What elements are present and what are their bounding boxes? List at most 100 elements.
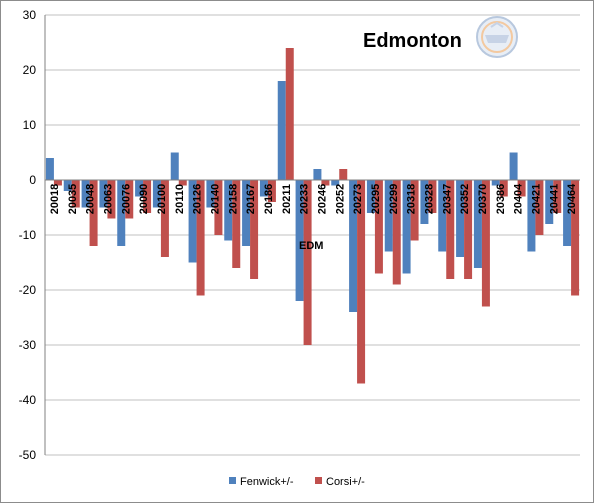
- gridlines: [44, 14, 580, 456]
- corsi-bar: [178, 180, 187, 186]
- corsi-bar: [160, 180, 169, 257]
- category-label: 20246: [316, 184, 328, 215]
- fenwick-bar: [331, 180, 340, 186]
- corsi-bar: [53, 180, 62, 186]
- fenwick-bar: [224, 180, 233, 241]
- fenwick-bar: [420, 180, 429, 224]
- fenwick-bar: [545, 180, 554, 224]
- y-tick-label: 0: [29, 173, 36, 187]
- fenwick-bar: [135, 180, 144, 197]
- corsi-bar: [481, 180, 490, 307]
- fenwick-bar: [563, 180, 572, 246]
- corsi-bar: [107, 180, 116, 219]
- fenwick-bar: [45, 158, 54, 180]
- category-label: 20076: [120, 184, 132, 215]
- category-label: 20352: [459, 184, 471, 215]
- fenwick-bar: [99, 180, 108, 208]
- corsi-bar: [499, 180, 508, 197]
- category-label: 20252: [334, 184, 346, 215]
- category-label: 20318: [406, 184, 418, 215]
- corsi-bar: [267, 180, 276, 202]
- fenwick-bar: [188, 180, 197, 263]
- fenwick-bar: [456, 180, 465, 257]
- category-label: 20328: [423, 184, 435, 215]
- category-label: 20035: [67, 184, 79, 215]
- y-tick-label: 30: [23, 8, 37, 22]
- fenwick-bar: [63, 180, 72, 191]
- fenwick-bar: [206, 180, 215, 208]
- corsi-bar: [303, 180, 312, 345]
- category-label: 20140: [209, 184, 221, 215]
- y-axis-ticks: 30 20 10 0 -10 -20 -30 -40 -50: [19, 8, 37, 462]
- corsi-bar: [250, 180, 259, 279]
- category-label: 20347: [441, 184, 453, 215]
- legend-swatch-corsi: [315, 477, 322, 484]
- fenwick-bar: [313, 169, 322, 180]
- corsi-bar: [392, 180, 401, 285]
- fenwick-bar: [349, 180, 358, 312]
- y-tick-label: -50: [19, 448, 37, 462]
- corsi-bar: [410, 180, 419, 241]
- oilers-logo: [476, 16, 518, 58]
- fenwick-bar: [509, 152, 518, 180]
- category-label: 20233: [299, 184, 311, 215]
- fenwick-bar: [491, 180, 500, 186]
- corsi-bar: [196, 180, 205, 296]
- corsi-bar: [428, 180, 437, 213]
- fenwick-bar: [170, 152, 179, 180]
- corsi-bar: [89, 180, 98, 246]
- corsi-bar: [446, 180, 455, 279]
- y-tick-label: -30: [19, 338, 37, 352]
- corsi-bar: [125, 180, 134, 219]
- corsi-bar: [232, 180, 241, 268]
- y-tick-label: -10: [19, 228, 37, 242]
- category-label: 20211: [281, 184, 293, 214]
- corsi-bar: [374, 180, 383, 274]
- category-label: 20299: [388, 184, 400, 215]
- category-label: 20090: [138, 184, 150, 215]
- fenwick-bar: [117, 180, 126, 246]
- corsi-bar: [71, 180, 80, 208]
- fenwick-bar: [242, 180, 251, 246]
- corsi-bar: [517, 180, 526, 197]
- category-label: 20048: [85, 184, 97, 215]
- corsi-bar: [571, 180, 580, 296]
- legend: Fenwick+/- Corsi+/-: [229, 476, 365, 488]
- y-tick-label: -40: [19, 393, 37, 407]
- category-label: 20273: [352, 184, 364, 215]
- fenwick-bar: [384, 180, 393, 252]
- category-label: 20126: [192, 184, 204, 215]
- corsi-bar: [214, 180, 223, 235]
- corsi-bar: [143, 180, 152, 213]
- category-label: 20018: [49, 184, 61, 215]
- chart-title: Edmonton: [363, 30, 462, 52]
- y-tick-label: 20: [23, 63, 37, 77]
- corsi-bar: [339, 169, 348, 180]
- fenwick-bar: [438, 180, 447, 252]
- category-label: 20386: [495, 184, 507, 215]
- bars: [45, 48, 580, 384]
- fenwick-bar: [81, 180, 90, 208]
- fenwick-bar: [259, 180, 268, 197]
- y-tick-label: -20: [19, 283, 37, 297]
- category-label: 20186: [263, 184, 275, 215]
- category-label: 20295: [370, 184, 382, 215]
- fenwick-bar: [295, 180, 304, 301]
- category-label: 20110: [174, 184, 186, 214]
- category-label: 20421: [530, 184, 542, 215]
- category-label: 20167: [245, 184, 257, 215]
- category-label: 20100: [156, 184, 168, 215]
- corsi-bar: [464, 180, 473, 279]
- legend-label-corsi: Corsi+/-: [326, 476, 365, 488]
- fenwick-bar: [366, 180, 375, 213]
- y-tick-label: 10: [23, 118, 37, 132]
- fenwick-bar: [527, 180, 536, 252]
- legend-label-fenwick: Fenwick+/-: [240, 476, 294, 488]
- category-label: 20063: [102, 184, 114, 215]
- fenwick-bar: [473, 180, 482, 268]
- corsi-bar: [321, 180, 330, 186]
- corsi-bar: [553, 180, 562, 213]
- category-label: 20404: [513, 183, 525, 214]
- edm-annotation: EDM: [299, 240, 323, 252]
